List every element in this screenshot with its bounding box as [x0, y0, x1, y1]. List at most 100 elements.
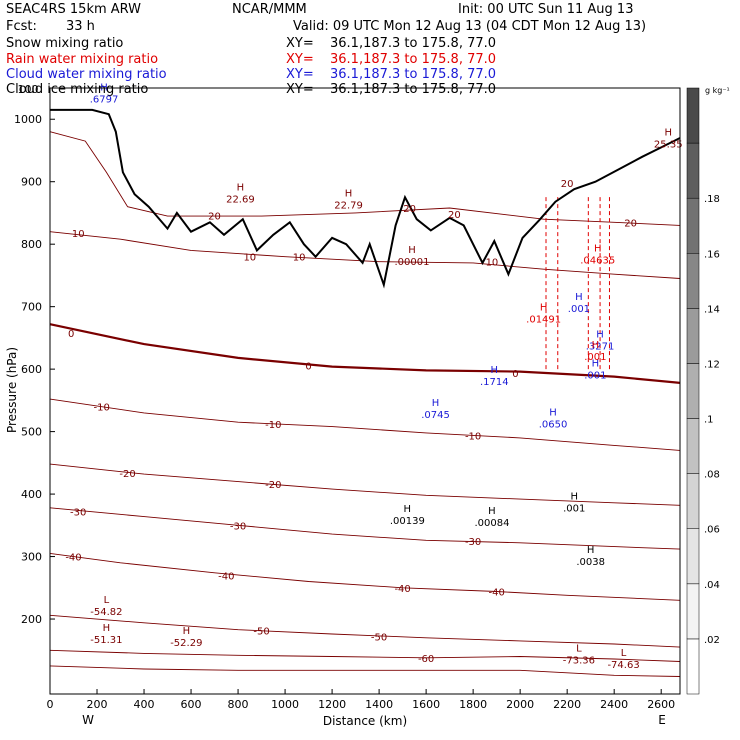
- contour-label: -30: [70, 508, 86, 519]
- terrain-line: [50, 108, 681, 289]
- colorbar-tick-label: .16: [704, 249, 720, 260]
- contour-label: -10: [94, 403, 110, 414]
- contour-label: -40: [65, 553, 81, 564]
- extremum-value: 22.69: [226, 194, 255, 205]
- contour-label: -50: [253, 626, 269, 637]
- extremum-marker: H: [491, 365, 499, 376]
- x-tick-label: 600: [181, 698, 202, 711]
- field-rain-xy: 36.1,187.3 to 175.8, 77.0: [330, 52, 497, 67]
- contour-label: 10: [72, 229, 85, 240]
- field-cloud-ice-xy-label: XY=: [286, 82, 314, 97]
- x-tick-label: 1600: [412, 698, 440, 711]
- y-axis-label: Pressure (hPa): [5, 347, 19, 433]
- extremum-marker: H: [237, 182, 245, 193]
- valid-time: Valid: 09 UTC Mon 12 Aug 13 (04 CDT Mon …: [293, 19, 647, 34]
- field-snow-xy-label: XY=: [286, 36, 314, 51]
- colorbar-swatch: [686, 308, 700, 364]
- init-time: Init: 00 UTC Sun 11 Aug 13: [458, 2, 634, 17]
- extremum-value: .00084: [474, 518, 509, 529]
- colorbar-tick-label: .08: [704, 470, 720, 481]
- isotherm-line: [49, 323, 681, 384]
- x-tick-label: 800: [228, 698, 249, 711]
- x-tick-label: 2200: [553, 698, 581, 711]
- contour-label: -40: [218, 571, 234, 582]
- contour-label: 0: [68, 329, 74, 340]
- extremum-marker: H: [345, 189, 353, 200]
- west-endpoint-label: W: [82, 713, 94, 727]
- x-tick-label: 200: [87, 698, 108, 711]
- forecast-label: Fcst:: [6, 19, 37, 34]
- contour-label: -40: [488, 588, 504, 599]
- contour-label: -20: [265, 480, 281, 491]
- plot-frame: [49, 87, 681, 695]
- extremum-value: .001: [563, 504, 585, 515]
- model-name: SEAC4RS 15km ARW: [6, 2, 142, 17]
- contour-label: 20: [403, 204, 416, 215]
- extremum-marker: H: [404, 504, 412, 515]
- extremum-value: .00001: [395, 257, 430, 268]
- extremum-value: .001: [584, 371, 606, 382]
- y-tick-label: 300: [21, 551, 42, 564]
- extremum-marker: H: [575, 292, 583, 303]
- y-tick-label: 1000: [14, 113, 42, 126]
- extremum-marker: H: [592, 340, 600, 351]
- extremum-marker: H: [488, 506, 496, 517]
- extremum-value: -73.36: [563, 656, 595, 667]
- colorbar-swatch: [686, 87, 700, 144]
- field-snow-xy: 36.1,187.3 to 175.8, 77.0: [330, 36, 497, 51]
- extremum-marker: H: [540, 302, 548, 313]
- colorbar-swatch: [686, 197, 700, 254]
- contour-label: 10: [243, 253, 256, 264]
- x-tick-label: 400: [134, 698, 155, 711]
- extremum-marker: H: [592, 359, 600, 370]
- colorbar-tick-label: .02: [704, 635, 720, 646]
- isotherm-line: [49, 649, 681, 662]
- contour-label: 0: [305, 361, 311, 372]
- extremum-marker: H: [570, 492, 578, 503]
- extremum-value: .001: [584, 352, 606, 363]
- isotherm-line: [49, 665, 681, 677]
- extremum-value: .04635: [580, 256, 615, 267]
- extremum-value: -74.63: [607, 660, 639, 671]
- extremum-marker: H: [587, 545, 595, 556]
- extremum-marker: H: [103, 623, 111, 634]
- isotherm-line: [49, 463, 681, 506]
- colorbar-swatch: [686, 363, 700, 419]
- field-rain-name: Rain water mixing ratio: [6, 52, 159, 67]
- y-tick-label: 200: [21, 613, 42, 626]
- extremum-value: -54.82: [90, 607, 122, 618]
- y-tick-label: 800: [21, 238, 42, 251]
- extremum-value: .0745: [421, 410, 450, 421]
- isotherm-line: [49, 398, 681, 451]
- x-tick-label: 1400: [365, 698, 393, 711]
- extremum-marker: L: [576, 644, 582, 655]
- extremum-value: 22.79: [334, 201, 363, 212]
- contour-label: 10: [293, 253, 306, 264]
- colorbar-swatch: [686, 473, 700, 529]
- extremum-value: .0650: [539, 419, 568, 430]
- extremum-value: .0038: [576, 557, 605, 568]
- extremum-value: .1714: [480, 377, 509, 388]
- field-cloud-water-name: Cloud water mixing ratio: [6, 67, 167, 82]
- east-endpoint-label: E: [658, 713, 666, 727]
- extremum-marker: H: [408, 245, 416, 256]
- extremum-value: -51.31: [90, 635, 122, 646]
- colorbar-swatch: [686, 638, 700, 695]
- forecast-value: 33 h: [66, 19, 95, 34]
- extremum-value: .3271: [586, 341, 615, 352]
- y-tick-label: 400: [21, 488, 42, 501]
- extremum-value: .001: [568, 304, 590, 315]
- contour-label: -60: [418, 654, 434, 665]
- extremum-value: .6797: [90, 94, 119, 105]
- field-cloud-ice-name: Cloud ice mixing ratio: [6, 82, 149, 97]
- contour-label: 20: [208, 211, 221, 222]
- extremum-marker: H: [549, 407, 557, 418]
- extremum-marker: L: [621, 648, 627, 659]
- colorbar-swatch: [686, 583, 700, 640]
- colorbar-swatch: [686, 418, 700, 474]
- contour-label: 10: [486, 258, 499, 269]
- isotherm-line: [49, 231, 681, 279]
- field-snow-name: Snow mixing ratio: [6, 36, 124, 51]
- colorbar-tick-label: .1: [704, 415, 714, 426]
- x-tick-label: 2000: [506, 698, 534, 711]
